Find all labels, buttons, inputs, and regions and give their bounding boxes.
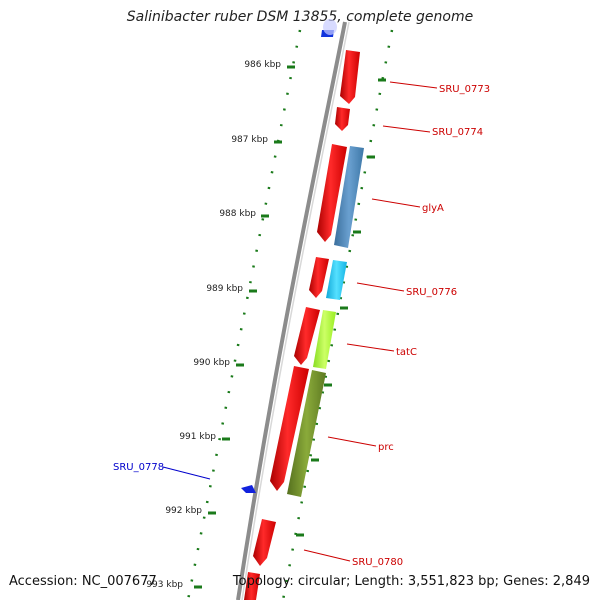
label-sru-0776[interactable]: SRU_0776: [406, 287, 457, 298]
leader-glya: [371, 198, 421, 208]
outer-dotted-ring: [281, 29, 394, 600]
gene-bottom-partial: [244, 572, 260, 600]
leader-sru-0780: [303, 549, 351, 562]
inner-dotted-ring: [186, 29, 302, 600]
page-title: Salinibacter ruber DSM 13855, complete g…: [126, 9, 474, 25]
outer-ring-ticks: [296, 78, 386, 537]
leader-sru-0778: [162, 466, 211, 480]
accession-text: Accession: NC_007677: [9, 574, 157, 589]
label-sru-0780[interactable]: SRU_0780: [352, 557, 403, 568]
leader-sru-0776: [356, 282, 405, 292]
label-sru-0774[interactable]: SRU_0774: [432, 127, 483, 138]
bar-tatc: [313, 310, 336, 369]
gene-sru-0773: [340, 50, 360, 104]
bar-prc: [287, 370, 326, 497]
scale-label-991: 991 kbp: [179, 432, 216, 442]
function-class-bars: [287, 146, 364, 497]
gene-sru-0780-fwd: [253, 519, 276, 566]
bar-sru-0776: [326, 260, 347, 300]
gene-sru-0775: [317, 144, 347, 242]
leader-sru-0773: [389, 81, 438, 89]
label-tatc[interactable]: tatC: [396, 347, 417, 358]
forward-strand-genes: [244, 50, 360, 600]
gene-sru-0774: [335, 107, 350, 131]
scale-label-988: 988 kbp: [219, 209, 256, 219]
scale-label-987: 987 kbp: [231, 135, 268, 145]
scale-label-986: 986 kbp: [244, 60, 281, 70]
scale-label-993: 993 kbp: [146, 580, 183, 590]
label-sru-0778[interactable]: SRU_0778: [113, 462, 164, 473]
scale-label-990: 990 kbp: [193, 358, 230, 368]
label-prc[interactable]: prc: [378, 442, 394, 453]
gene-sru-0776-fwd: [309, 257, 329, 298]
gene-sru-0778: [241, 485, 256, 493]
bar-glya: [334, 146, 364, 248]
gene-prc-fwd: [270, 366, 309, 491]
label-glya[interactable]: glyA: [422, 203, 444, 214]
highlight-glow: [323, 19, 337, 35]
leader-prc: [327, 436, 377, 447]
label-sru-0773[interactable]: SRU_0773: [439, 84, 490, 95]
genome-backbone: [236, 21, 347, 600]
scale-label-989: 989 kbp: [206, 284, 243, 294]
gene-tatc-fwd: [294, 307, 320, 365]
topology-text: Topology: circular; Length: 3,551,823 bp…: [232, 574, 590, 589]
leader-tatc: [346, 343, 395, 352]
leader-sru-0774: [382, 125, 431, 133]
scale-label-992: 992 kbp: [165, 506, 202, 516]
scale-ticks: [194, 65, 295, 589]
